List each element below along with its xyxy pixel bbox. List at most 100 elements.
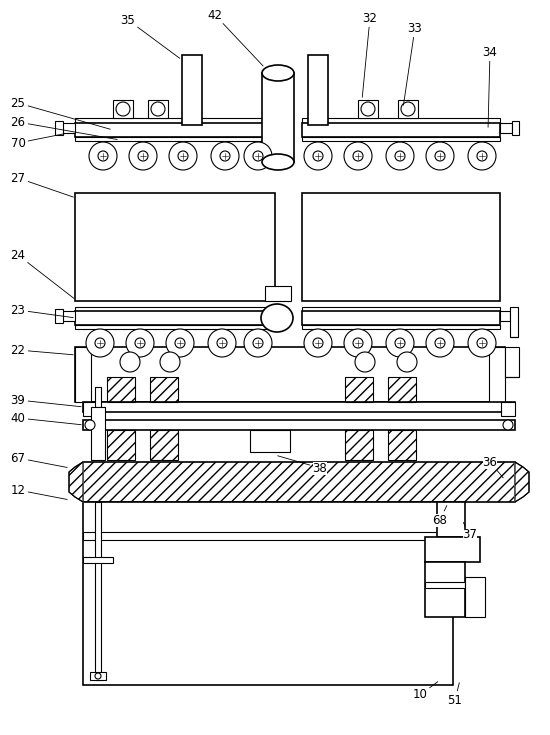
Circle shape: [395, 151, 405, 161]
Bar: [265, 286, 291, 301]
Circle shape: [208, 329, 236, 357]
Bar: [55, 121, 63, 135]
Bar: [308, 55, 328, 125]
Text: 42: 42: [207, 9, 263, 66]
Circle shape: [178, 151, 188, 161]
Bar: [302, 137, 500, 141]
Bar: [75, 307, 285, 311]
Circle shape: [211, 142, 239, 170]
Circle shape: [244, 142, 272, 170]
Circle shape: [169, 142, 197, 170]
Polygon shape: [515, 462, 529, 502]
Circle shape: [166, 329, 194, 357]
Bar: [107, 430, 135, 460]
Circle shape: [95, 338, 105, 348]
Circle shape: [397, 352, 417, 372]
Bar: [75, 118, 275, 123]
Text: 25: 25: [10, 96, 111, 129]
Text: 32: 32: [362, 12, 377, 97]
Circle shape: [86, 329, 114, 357]
Bar: [83, 462, 515, 502]
Bar: [75, 137, 275, 141]
Bar: [512, 121, 519, 135]
Circle shape: [401, 102, 415, 116]
Text: 67: 67: [10, 451, 67, 467]
Text: 36: 36: [482, 456, 503, 478]
Circle shape: [217, 338, 227, 348]
Bar: [302, 118, 500, 123]
Circle shape: [129, 142, 157, 170]
Bar: [358, 100, 378, 118]
Text: 68: 68: [432, 506, 448, 526]
Text: 22: 22: [10, 343, 73, 356]
Circle shape: [355, 352, 375, 372]
Text: 33: 33: [403, 21, 422, 105]
Circle shape: [304, 329, 332, 357]
Circle shape: [386, 142, 414, 170]
Bar: [83, 502, 453, 685]
Bar: [500, 311, 510, 321]
Bar: [345, 430, 373, 460]
Text: 34: 34: [482, 46, 497, 127]
Bar: [75, 193, 275, 301]
Bar: [55, 309, 63, 323]
Bar: [83, 420, 515, 430]
Bar: [90, 672, 106, 680]
Bar: [425, 582, 465, 588]
Circle shape: [313, 151, 323, 161]
Ellipse shape: [262, 65, 294, 81]
Circle shape: [89, 142, 117, 170]
Bar: [113, 100, 133, 118]
Circle shape: [503, 420, 513, 430]
Circle shape: [361, 102, 375, 116]
Circle shape: [477, 151, 487, 161]
Bar: [302, 123, 500, 137]
Bar: [75, 347, 505, 402]
Bar: [302, 193, 500, 301]
Bar: [425, 562, 465, 617]
Bar: [75, 325, 285, 329]
Ellipse shape: [261, 304, 293, 332]
Text: 39: 39: [10, 393, 81, 406]
Circle shape: [477, 338, 487, 348]
Circle shape: [175, 338, 185, 348]
Ellipse shape: [262, 154, 294, 170]
Circle shape: [353, 151, 363, 161]
Bar: [95, 387, 101, 407]
Polygon shape: [69, 462, 83, 502]
Circle shape: [304, 142, 332, 170]
Bar: [59, 311, 75, 321]
Bar: [465, 577, 485, 617]
Bar: [83, 557, 113, 563]
Bar: [388, 377, 416, 402]
Bar: [262, 73, 294, 162]
Circle shape: [468, 142, 496, 170]
Circle shape: [120, 352, 140, 372]
Circle shape: [313, 338, 323, 348]
Circle shape: [395, 338, 405, 348]
Circle shape: [435, 151, 445, 161]
Bar: [388, 430, 416, 460]
Circle shape: [98, 151, 108, 161]
Bar: [150, 377, 178, 402]
Bar: [59, 123, 75, 133]
Circle shape: [135, 338, 145, 348]
Circle shape: [116, 102, 130, 116]
Bar: [398, 100, 418, 118]
Bar: [302, 311, 500, 325]
Bar: [182, 55, 202, 125]
Text: 37: 37: [463, 523, 477, 542]
Circle shape: [468, 329, 496, 357]
Circle shape: [386, 329, 414, 357]
Circle shape: [126, 329, 154, 357]
Bar: [107, 377, 135, 402]
Circle shape: [426, 142, 454, 170]
Bar: [437, 502, 465, 537]
Circle shape: [344, 142, 372, 170]
Circle shape: [151, 102, 165, 116]
Polygon shape: [515, 462, 529, 502]
Circle shape: [160, 352, 180, 372]
Text: 27: 27: [10, 171, 73, 197]
Bar: [505, 347, 519, 377]
Bar: [425, 537, 480, 562]
